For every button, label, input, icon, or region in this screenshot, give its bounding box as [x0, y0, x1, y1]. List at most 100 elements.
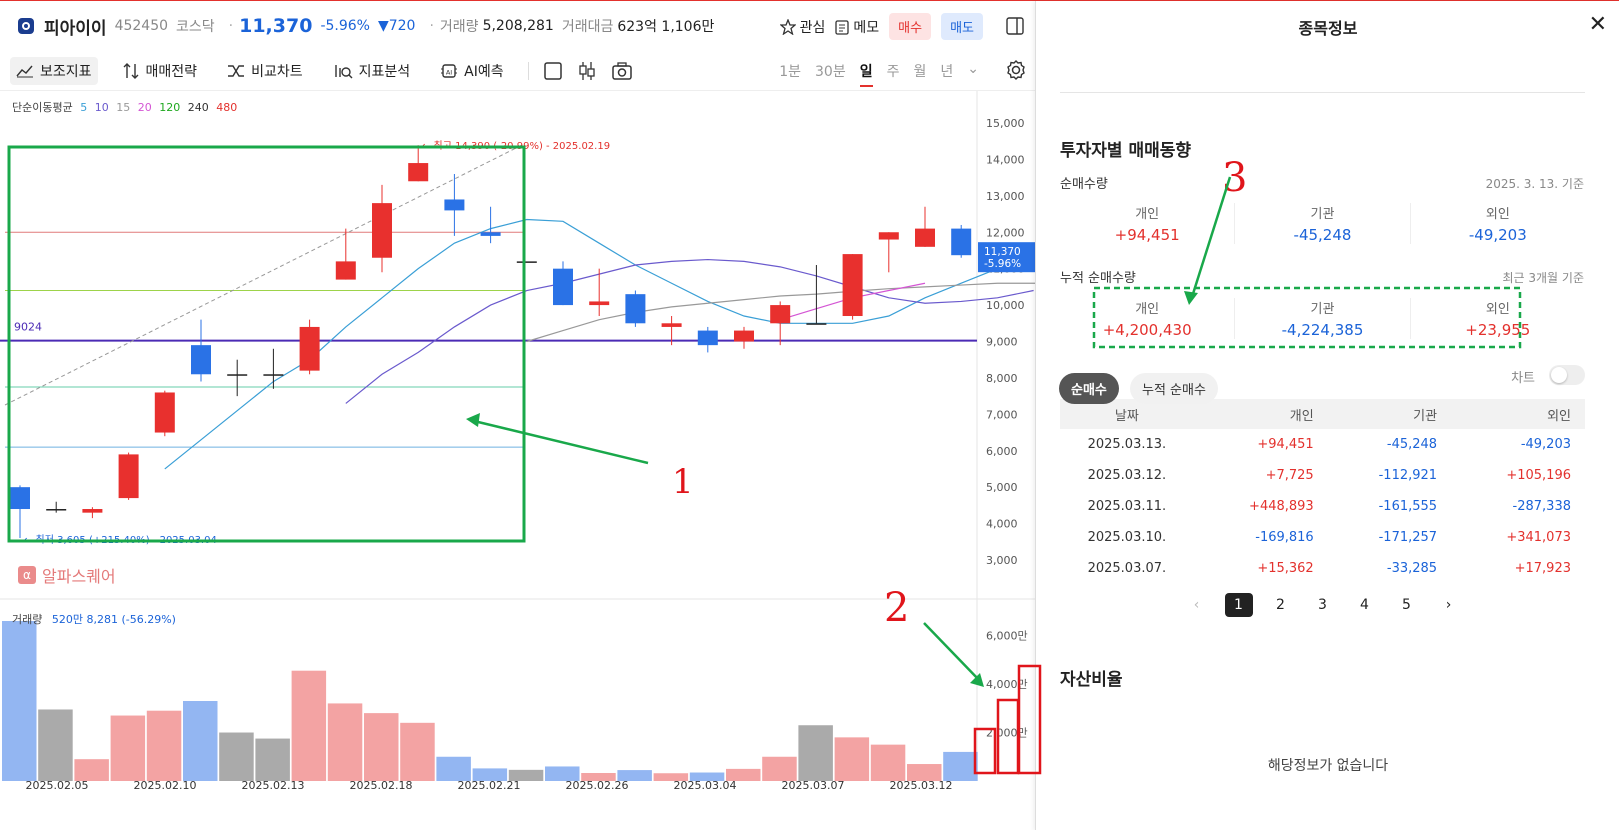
candle-body	[480, 232, 501, 236]
period-week[interactable]: 주	[886, 64, 900, 80]
chart-canvas[interactable]: 15,00014,00013,00012,00011,00010,0009,00…	[0, 91, 1035, 830]
volume-tick-label: 4,000만	[986, 678, 1028, 691]
y-tick-label: 6,000	[986, 445, 1018, 458]
next-page-icon[interactable]: ›	[1445, 597, 1452, 613]
net-individual: 개인 +94,451	[1060, 203, 1234, 244]
y-tick-label: 8,000	[986, 372, 1018, 385]
price-chart[interactable]: 15,00014,00013,00012,00011,00010,0009,00…	[0, 91, 1035, 830]
row-date: 2025.03.10.	[1087, 530, 1167, 545]
ma-10: 10	[94, 101, 109, 114]
cum-net-note: 최근 3개월 기준	[1502, 271, 1584, 285]
sell-button[interactable]: 매도	[941, 13, 983, 40]
row-foreign: +341,073	[1506, 530, 1571, 545]
net-institution: 기관 -45,248	[1234, 203, 1409, 244]
table-row: 2025.03.13. +94,451 -45,248 -49,203	[1060, 429, 1585, 460]
panel-toggle-icon[interactable]	[1006, 17, 1024, 35]
stock-name: 피아이이	[44, 18, 107, 39]
table-row: 2025.03.10. -169,816 -171,257 +341,073	[1060, 522, 1585, 553]
prev-page-icon[interactable]: ‹	[1193, 597, 1200, 613]
chip-cum-net-buy[interactable]: 누적 순매수	[1130, 373, 1218, 404]
volume-bar	[653, 773, 689, 781]
investor-trend-title: 투자자별 매매동향	[1060, 141, 1192, 161]
alpha-label: 알파스퀘어	[42, 567, 116, 586]
trend-line	[4, 144, 523, 406]
volume-bar	[472, 768, 508, 781]
candle-body	[625, 294, 646, 324]
investor-label: 개인	[1135, 302, 1160, 317]
compare-button[interactable]: 비교차트	[221, 57, 309, 85]
volume-label: 거래량	[439, 19, 479, 35]
page-5[interactable]: 5	[1402, 597, 1411, 613]
volume-value: 5,208,281	[482, 18, 554, 34]
ai-predict-label: AI예측	[464, 63, 504, 80]
square-draw-icon[interactable]	[543, 61, 563, 81]
chevron-down-icon[interactable]: ⌄	[967, 61, 979, 77]
memo-button[interactable]: 메모	[835, 17, 879, 37]
volume-tick-label: 2,000만	[986, 727, 1028, 740]
row-individual: +94,451	[1257, 437, 1314, 452]
period-month[interactable]: 월	[913, 64, 927, 80]
volume-bar	[508, 769, 544, 781]
page-1[interactable]: 1	[1224, 593, 1253, 617]
strategy-button[interactable]: 매매전략	[116, 57, 204, 85]
period-selector: 1분 30분 일 주 월 년 ⌄	[779, 61, 979, 87]
volume-bar	[689, 772, 725, 781]
y-tick-label: 12,000	[986, 226, 1025, 239]
candle-body	[82, 509, 103, 513]
period-1min[interactable]: 1분	[779, 64, 801, 80]
separator-dot: ·	[429, 18, 434, 34]
y-tick-label: 7,000	[986, 408, 1018, 421]
change-amount: ▼720	[377, 18, 416, 34]
row-institution: -45,248	[1386, 437, 1438, 452]
watch-button[interactable]: 관심	[779, 17, 825, 37]
strategy-label: 매매전략	[145, 63, 198, 80]
net-foreign: 외인 -49,203	[1409, 203, 1585, 244]
market-label: 코스닥	[176, 19, 215, 35]
investor-table: 날짜 개인 기관 외인 2025.03.13. +94,451 -45,248 -49…	[1060, 399, 1585, 584]
chart-toolbar: 보조지표 매매전략 비교차트 지표분석 AI AI예측 1분 30분 일 주 월…	[0, 51, 1035, 91]
volume-bar	[762, 756, 797, 781]
row-date: 2025.03.13.	[1087, 437, 1167, 452]
indicator-button[interactable]: 보조지표	[10, 56, 98, 85]
net-buy-summary: 개인 +94,451 기관 -45,248 외인 -49,203	[1060, 203, 1585, 244]
page-3[interactable]: 3	[1318, 597, 1327, 613]
ma-legend-title: 단순이동평균	[12, 101, 73, 114]
period-30min[interactable]: 30분	[815, 64, 846, 80]
page-4[interactable]: 4	[1360, 597, 1369, 613]
candle-body	[46, 509, 67, 511]
candlestick-icon[interactable]	[577, 61, 597, 81]
period-day[interactable]: 일	[859, 61, 873, 87]
candle-body	[154, 392, 175, 433]
camera-icon[interactable]	[611, 61, 633, 81]
investor-label: 외인	[1485, 207, 1510, 222]
investor-label: 기관	[1310, 207, 1335, 222]
cum-foreign-value: +23,955	[1465, 321, 1531, 339]
row-foreign: +17,923	[1514, 561, 1571, 576]
asset-ratio-title: 자산비율	[1060, 670, 1123, 690]
y-tick-label: 5,000	[986, 481, 1018, 494]
chart-toggle[interactable]	[1549, 365, 1585, 385]
page-2[interactable]: 2	[1276, 597, 1285, 613]
analysis-button[interactable]: 지표분석	[327, 57, 417, 85]
current-price-label: 11,370	[984, 246, 1021, 258]
table-row: 2025.03.12. +7,725 -112,921 +105,196	[1060, 460, 1585, 491]
ma-legend: 단순이동평균 5 10 15 20 120 240 480	[12, 99, 241, 115]
chip-net-buy[interactable]: 순매수	[1059, 373, 1119, 404]
candle-body	[553, 268, 573, 306]
analysis-icon	[334, 64, 353, 78]
candle-body	[878, 232, 899, 240]
close-icon[interactable]: ✕	[1588, 12, 1607, 37]
x-tick-label: 2025.02.10	[134, 779, 197, 792]
row-foreign: -49,203	[1520, 437, 1571, 452]
gear-icon[interactable]	[1005, 59, 1027, 81]
period-year[interactable]: 년	[940, 64, 954, 80]
y-tick-label: 14,000	[986, 153, 1025, 166]
chart-toggle-label: 차트	[1511, 371, 1535, 386]
candle-body	[951, 228, 972, 256]
current-pct-label: -5.96%	[984, 258, 1021, 270]
row-individual: -169,816	[1255, 530, 1314, 545]
ai-predict-button[interactable]: AI AI예측	[434, 57, 509, 85]
volume-bar	[834, 737, 870, 781]
buy-button[interactable]: 매수	[889, 13, 932, 40]
